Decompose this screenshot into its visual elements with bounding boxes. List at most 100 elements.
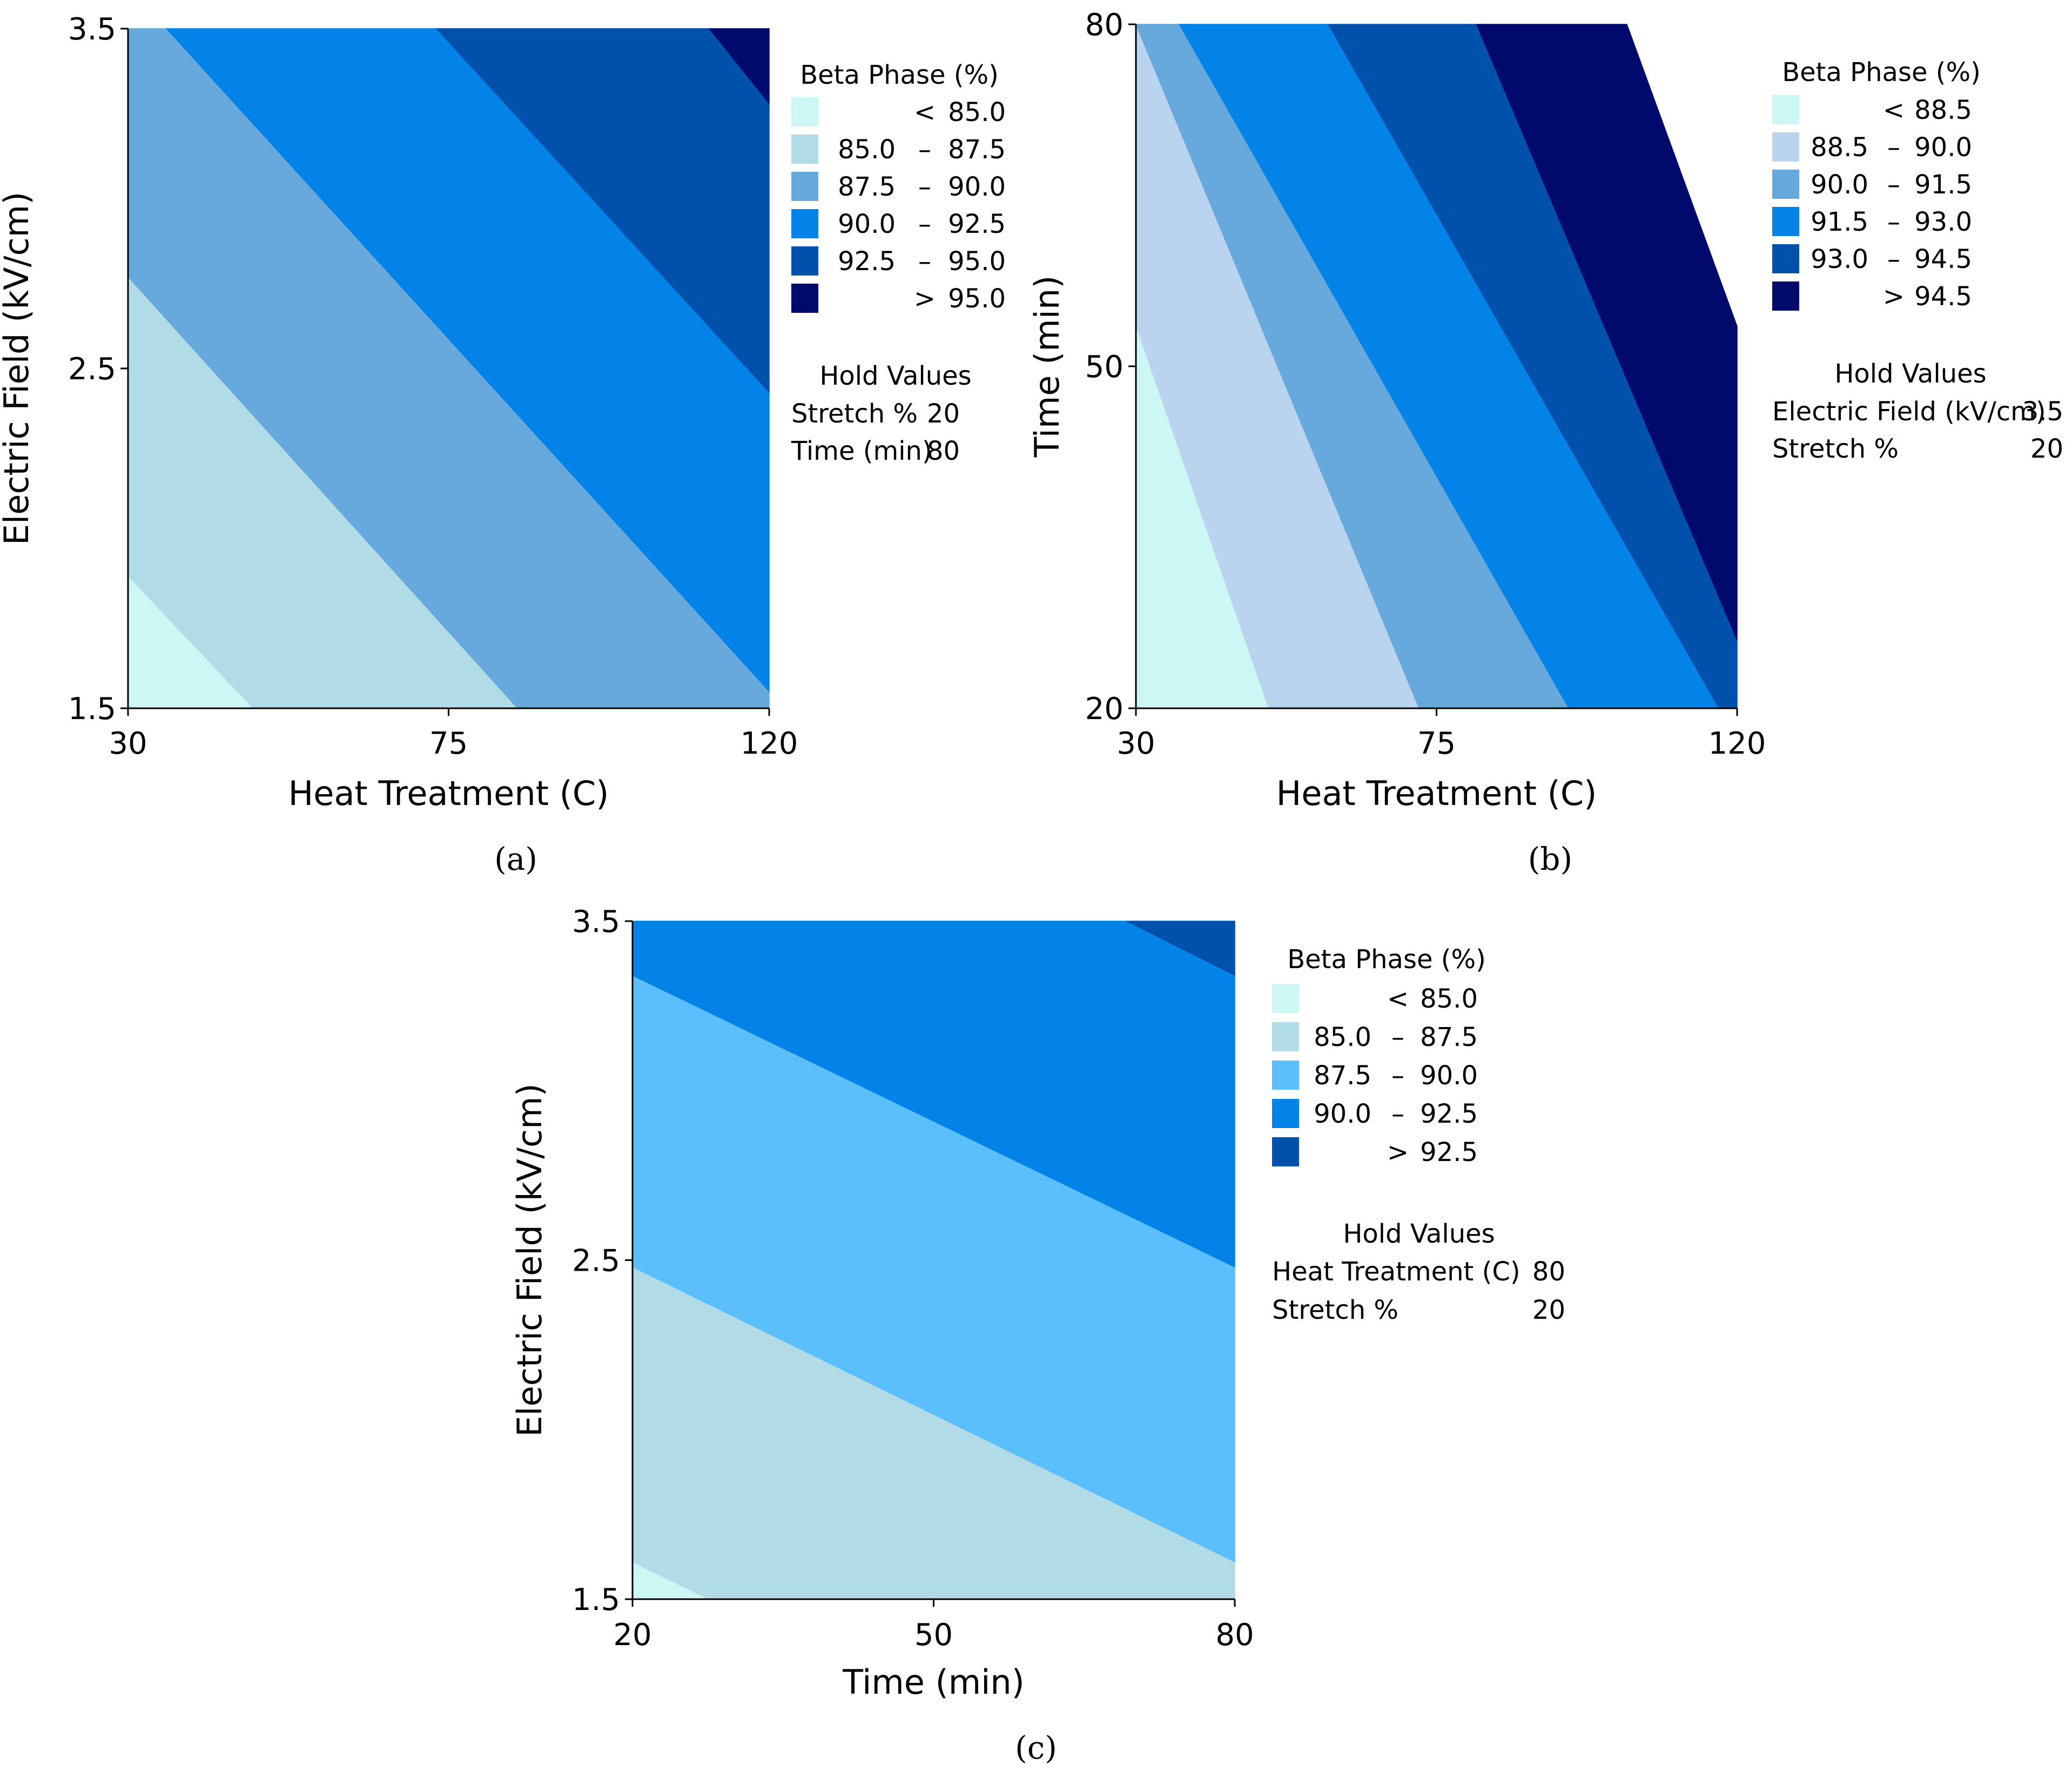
legend-entry: 85.0–87.5 — [791, 135, 1006, 165]
legend-high: 92.5 — [948, 209, 1006, 239]
legend-low: 93.0 — [1811, 244, 1868, 274]
contour-band — [708, 28, 770, 105]
legend-low: 85.0 — [1314, 1022, 1371, 1052]
legend: Beta Phase (%)< 85.085.0–87.587.5–90.090.… — [1272, 944, 1486, 1168]
legend-entry: 92.5–95.0 — [791, 246, 1006, 277]
hold-values: Hold Values Stretch % 20 Time (min)80 — [791, 361, 972, 466]
legend-operator: – — [918, 246, 931, 277]
legend-operator: – — [918, 135, 931, 165]
legend-swatch — [1272, 984, 1299, 1013]
y-axis-label: Time (min) — [1027, 276, 1067, 458]
x-tick-label: 50 — [914, 1618, 953, 1653]
legend-operator: – — [918, 172, 931, 202]
hold-value-name: Heat Treatment (C) — [1272, 1257, 1521, 1287]
hold-value-name: Stretch % — [791, 399, 918, 429]
legend-high: 90.0 — [1420, 1061, 1478, 1091]
legend-swatch — [791, 172, 818, 201]
legend-entry: 85.0–87.5 — [1272, 1022, 1478, 1052]
panel-label: (c) — [1015, 1729, 1057, 1766]
legend-operator: < — [1883, 95, 1905, 125]
legend-high: 91.5 — [1914, 170, 1972, 200]
x-tick-label: 75 — [1417, 726, 1456, 761]
hold-value-number: 20 — [1532, 1295, 1565, 1325]
contour-band — [1476, 24, 1738, 640]
legend: Beta Phase (%)< 85.085.0–87.587.5–90.090.… — [791, 60, 1006, 314]
legend-low: 92.5 — [838, 246, 896, 277]
hold-values-title: Hold Values — [1343, 1219, 1495, 1249]
legend-high: 92.5 — [1420, 1137, 1478, 1168]
y-tick-label: 3.5 — [572, 904, 620, 940]
hold-values-title: Hold Values — [1834, 359, 1986, 389]
legend-high: 95.0 — [948, 284, 1006, 314]
legend-operator: – — [918, 209, 931, 239]
legend-low: 87.5 — [1314, 1061, 1371, 1091]
y-tick-label: 1.5 — [68, 692, 116, 727]
legend: Beta Phase (%)< 88.588.5–90.090.0–91.591.… — [1772, 57, 1981, 312]
legend-high: 85.0 — [948, 97, 1006, 128]
panel-b: 30 75 120 20 50 80 Heat Treatment (C) Time (min… — [1027, 8, 2063, 877]
panel-c: 20 50 80 1.5 2.5 3.5 Time (min) Electric Field … — [510, 904, 1565, 1766]
legend-swatch — [791, 135, 818, 164]
y-axis-label: Electric Field (kV/cm) — [510, 1083, 549, 1437]
hold-value-number: 80 — [1532, 1257, 1565, 1287]
panel-a: 30 75 120 1.5 2.5 3.5 Heat Treatment (C) Electr… — [0, 12, 1006, 877]
x-axis-label: Heat Treatment (C) — [1276, 774, 1597, 813]
legend-swatch — [791, 246, 818, 276]
hold-values: Hold Values Electric Field (kV/cm)3.5 Stre… — [1772, 359, 2063, 464]
hold-value-number: 3.5 — [2022, 397, 2063, 427]
legend-swatch — [791, 284, 818, 313]
legend-operator: – — [1887, 170, 1900, 200]
contour-band — [632, 921, 1235, 1268]
y-tick-label: 2.5 — [68, 352, 116, 387]
x-tick-label: 120 — [741, 726, 798, 761]
x-tick-label: 20 — [613, 1618, 651, 1653]
x-tick-label: 75 — [429, 726, 468, 761]
hold-value-name: Stretch % — [1272, 1295, 1398, 1325]
hold-value-name: Stretch % — [1772, 434, 1899, 464]
x-axis-label: Time (min) — [842, 1662, 1025, 1702]
legend-entry: 87.5–90.0 — [1272, 1061, 1478, 1091]
hold-value-name: Electric Field (kV/cm) — [1772, 397, 2046, 427]
y-tick-label: 20 — [1085, 692, 1124, 727]
legend-high: 90.0 — [1914, 132, 1972, 163]
legend-entry: 93.0–94.5 — [1772, 244, 1972, 274]
legend-high: 88.5 — [1914, 95, 1972, 125]
legend-operator: > — [1387, 1137, 1409, 1168]
legend-entry: <85.0 — [1272, 984, 1478, 1014]
legend-swatch — [791, 209, 818, 238]
legend-title: Beta Phase (%) — [1287, 944, 1486, 975]
legend-swatch — [1772, 170, 1799, 199]
legend-high: 92.5 — [1420, 1099, 1478, 1129]
y-tick-label: 1.5 — [572, 1582, 620, 1618]
legend-entry: 91.5–93.0 — [1772, 207, 1972, 237]
y-tick-label: 3.5 — [68, 12, 116, 47]
y-tick-label: 2.5 — [572, 1244, 620, 1279]
panel-label: (b) — [1528, 841, 1572, 877]
legend-high: 90.0 — [948, 172, 1006, 202]
x-tick-label: 80 — [1215, 1618, 1254, 1653]
legend-entry: 90.0–92.5 — [1272, 1099, 1478, 1129]
legend-high: 87.5 — [948, 135, 1006, 165]
y-axis-label: Electric Field (kV/cm) — [0, 192, 36, 545]
legend-low: 88.5 — [1811, 132, 1868, 163]
legend-swatch — [1272, 1022, 1299, 1051]
legend-operator: < — [1387, 984, 1409, 1014]
legend-operator: – — [1391, 1099, 1404, 1129]
legend-title: Beta Phase (%) — [1782, 57, 1981, 88]
legend-operator: – — [1887, 244, 1900, 274]
legend-operator: – — [1887, 207, 1900, 237]
hold-value-number: 20 — [927, 399, 960, 429]
legend-swatch — [1272, 1137, 1299, 1166]
legend-operator: > — [914, 284, 936, 314]
legend-entry: 90.0–91.5 — [1772, 170, 1972, 200]
panel-label: (a) — [494, 841, 537, 877]
legend-operator: < — [914, 97, 936, 128]
legend-low: 85.0 — [838, 135, 896, 165]
legend-high: 95.0 — [948, 246, 1006, 277]
legend-swatch — [1272, 1099, 1299, 1128]
legend-entry: <88.5 — [1772, 95, 1972, 125]
legend-high: 85.0 — [1420, 984, 1478, 1014]
hold-value-number: 80 — [927, 436, 960, 466]
legend-swatch — [1772, 207, 1799, 236]
legend-swatch — [791, 97, 818, 126]
